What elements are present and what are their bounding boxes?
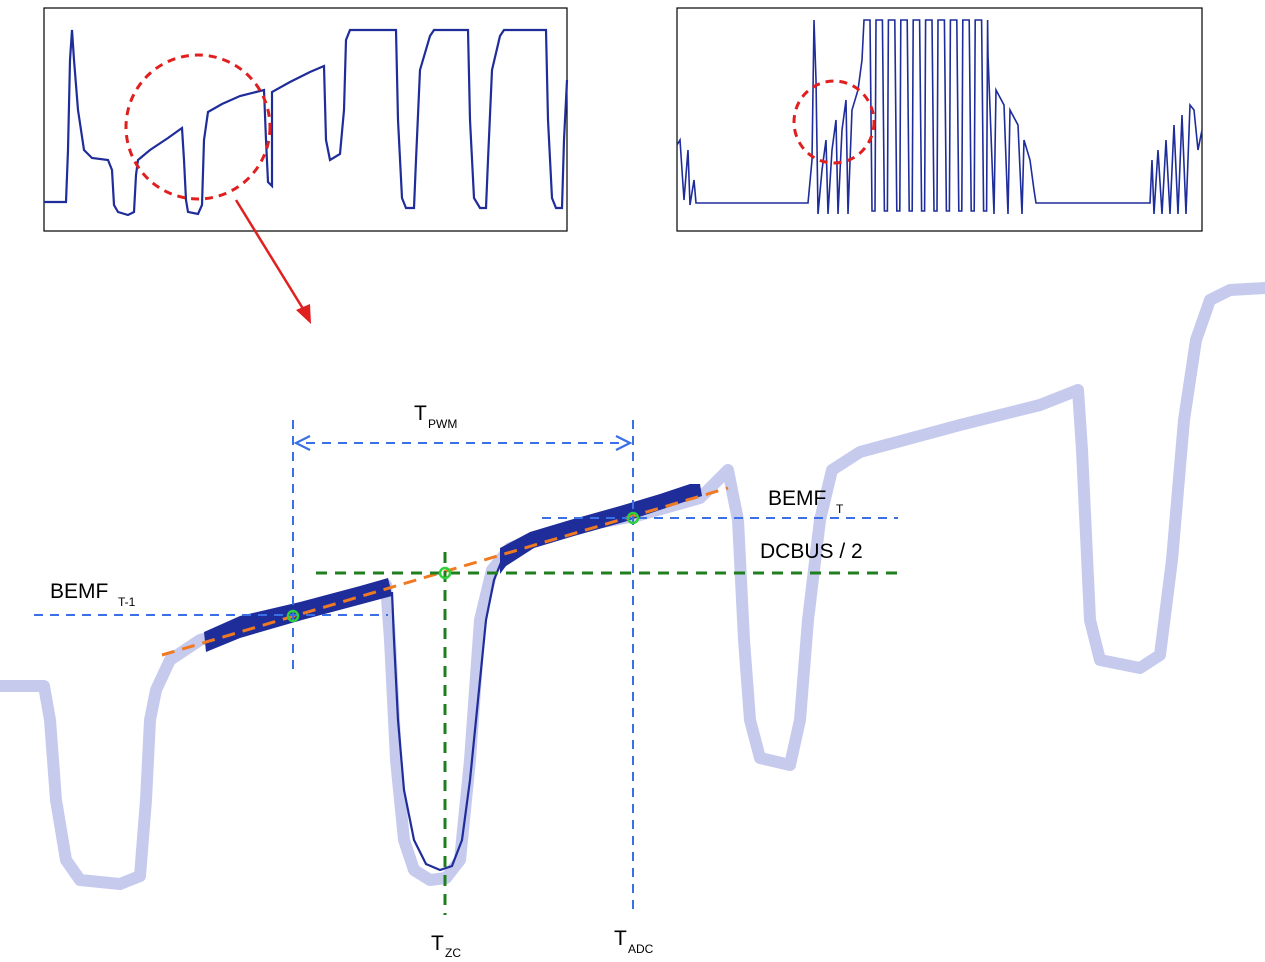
svg-text:BEMF: BEMF xyxy=(50,580,108,603)
svg-text:ADC: ADC xyxy=(628,942,654,956)
label-t-adc: T ADC xyxy=(614,927,654,956)
zoom-highlight-circle-right xyxy=(792,79,876,165)
sample-point-bemf-t1 xyxy=(286,609,300,623)
inset-right-trace xyxy=(676,19,1203,215)
sample-point-bemf-t xyxy=(626,511,640,525)
svg-text:T: T xyxy=(836,502,844,516)
inset-waveform-right xyxy=(676,7,1203,232)
svg-text:T-1: T-1 xyxy=(118,595,136,609)
inset-right-trace-line xyxy=(676,19,1203,215)
zoom-highlight-circle xyxy=(124,53,272,201)
zoom-arrow xyxy=(234,199,311,324)
label-t-pwm: T PWM xyxy=(414,402,457,431)
svg-text:ZC: ZC xyxy=(445,946,461,960)
svg-text:T: T xyxy=(614,927,627,950)
bemf-segment-after xyxy=(500,484,702,574)
t-pwm-dimension-arrow xyxy=(293,435,633,451)
main-waveform xyxy=(0,282,1265,915)
svg-text:T: T xyxy=(414,402,427,425)
sample-point-zero-crossing xyxy=(438,566,452,580)
inset-right-frame xyxy=(676,7,1203,232)
svg-text:BEMF: BEMF xyxy=(768,487,826,510)
inset-left-trace xyxy=(44,28,569,217)
inset-left-frame xyxy=(43,7,568,232)
pwm-off-spike xyxy=(390,559,504,872)
svg-text:T: T xyxy=(431,932,444,955)
inset-waveform-left xyxy=(43,7,569,232)
label-t-zc: T ZC xyxy=(431,932,461,960)
label-bemf-t1: BEMF T-1 xyxy=(50,580,136,609)
svg-text:PWM: PWM xyxy=(428,417,457,431)
svg-text:DCBUS / 2: DCBUS / 2 xyxy=(760,540,863,563)
label-dcbus-half: DCBUS / 2 xyxy=(760,540,863,563)
label-bemf-t: BEMF T xyxy=(768,487,844,516)
